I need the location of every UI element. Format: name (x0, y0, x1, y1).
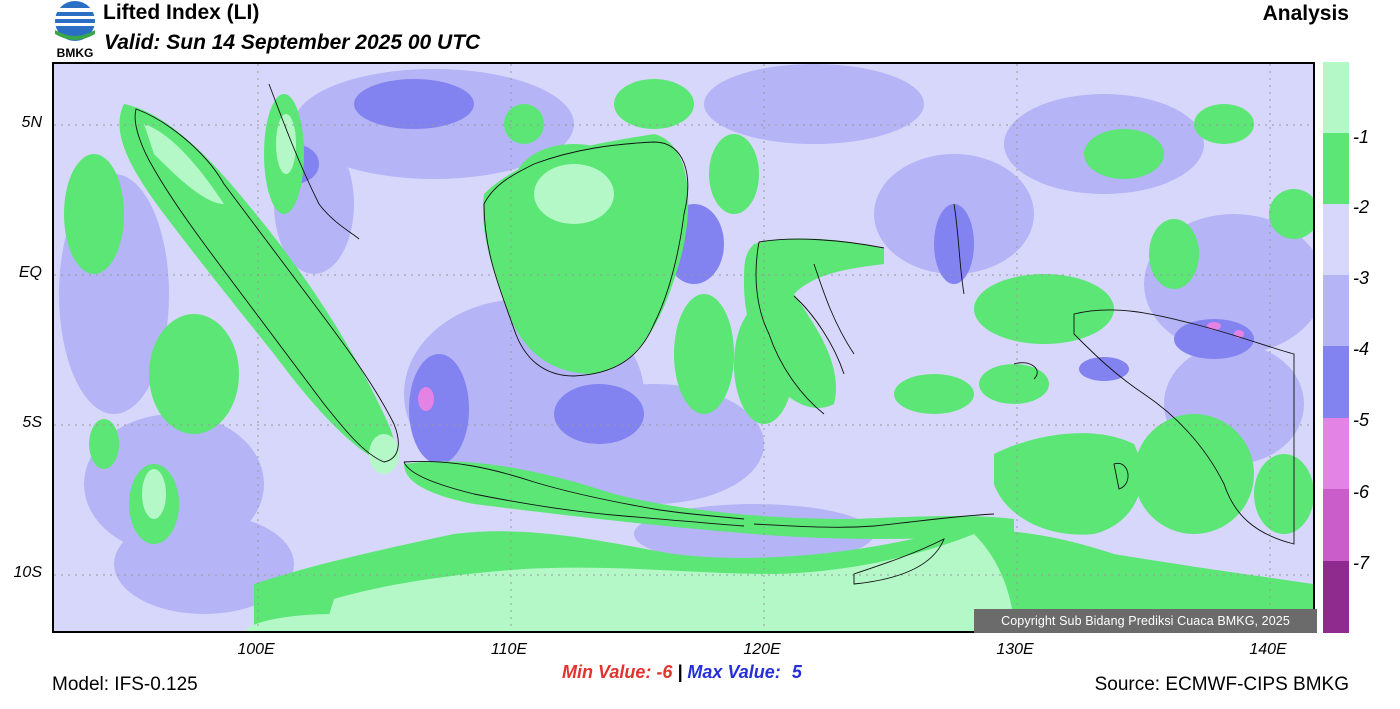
colorbar-label: -5 (1353, 410, 1370, 430)
colorbar-swatch-6 (1323, 489, 1349, 561)
lon-label-140e: 140E (1249, 641, 1287, 658)
colorbar-swatch-5 (1323, 418, 1349, 489)
lat-label-5s: 5S (22, 414, 42, 431)
lon-label-130e: 130E (996, 641, 1034, 658)
max-value: 5 (791, 662, 802, 682)
colorbar-label: -7 (1353, 553, 1370, 573)
colorbar-swatch-2 (1323, 204, 1349, 275)
min-value: -6 (656, 662, 673, 682)
colorbar-label: -3 (1353, 268, 1370, 288)
model-label: Model: IFS-0.125 (52, 674, 198, 695)
lon-label-120e: 120E (743, 641, 781, 658)
lat-label-5n: 5N (21, 114, 42, 131)
colorbar-swatch-4 (1323, 346, 1349, 418)
source-label: Source: ECMWF-CIPS BMKG (1094, 674, 1349, 695)
product-type: Analysis (1262, 2, 1349, 25)
lon-label-100e: 100E (237, 641, 275, 658)
lat-label-10s: 10S (13, 564, 42, 581)
coastlines (134, 83, 1295, 585)
logo-text: BMKG (57, 46, 94, 60)
colorbar-label: -6 (1353, 482, 1370, 502)
pink-regions (418, 322, 1244, 411)
colorbar (1323, 62, 1349, 633)
colorbar-swatch-3 (1323, 275, 1349, 346)
colorbar-swatch-7 (1323, 561, 1349, 633)
map-svg (54, 64, 1313, 631)
colorbar-label: -4 (1353, 339, 1370, 359)
valid-time: Valid: Sun 14 September 2025 00 UTC (104, 31, 481, 54)
light-green-regions (142, 114, 1014, 631)
min-max-separator: | (677, 662, 683, 682)
min-max-values: Min Value: -6 | Max Value: 5 (562, 662, 802, 683)
colorbar-label: -1 (1353, 127, 1370, 147)
colorbar-swatch-1 (1323, 133, 1349, 204)
map-area (52, 62, 1315, 633)
lat-label-eq: EQ (18, 264, 42, 281)
bmkg-logo: BMKG (52, 0, 98, 60)
colorbar-swatch-0 (1323, 62, 1349, 133)
chart-title: Lifted Index (LI) (103, 1, 260, 24)
max-value-label: Max Value: (687, 662, 781, 682)
colorbar-label: -2 (1353, 197, 1370, 217)
copyright-notice: Copyright Sub Bidang Prediksi Cuaca BMKG… (974, 609, 1317, 633)
lon-label-110e: 110E (490, 641, 528, 658)
min-value-label: Min Value: (562, 662, 652, 682)
